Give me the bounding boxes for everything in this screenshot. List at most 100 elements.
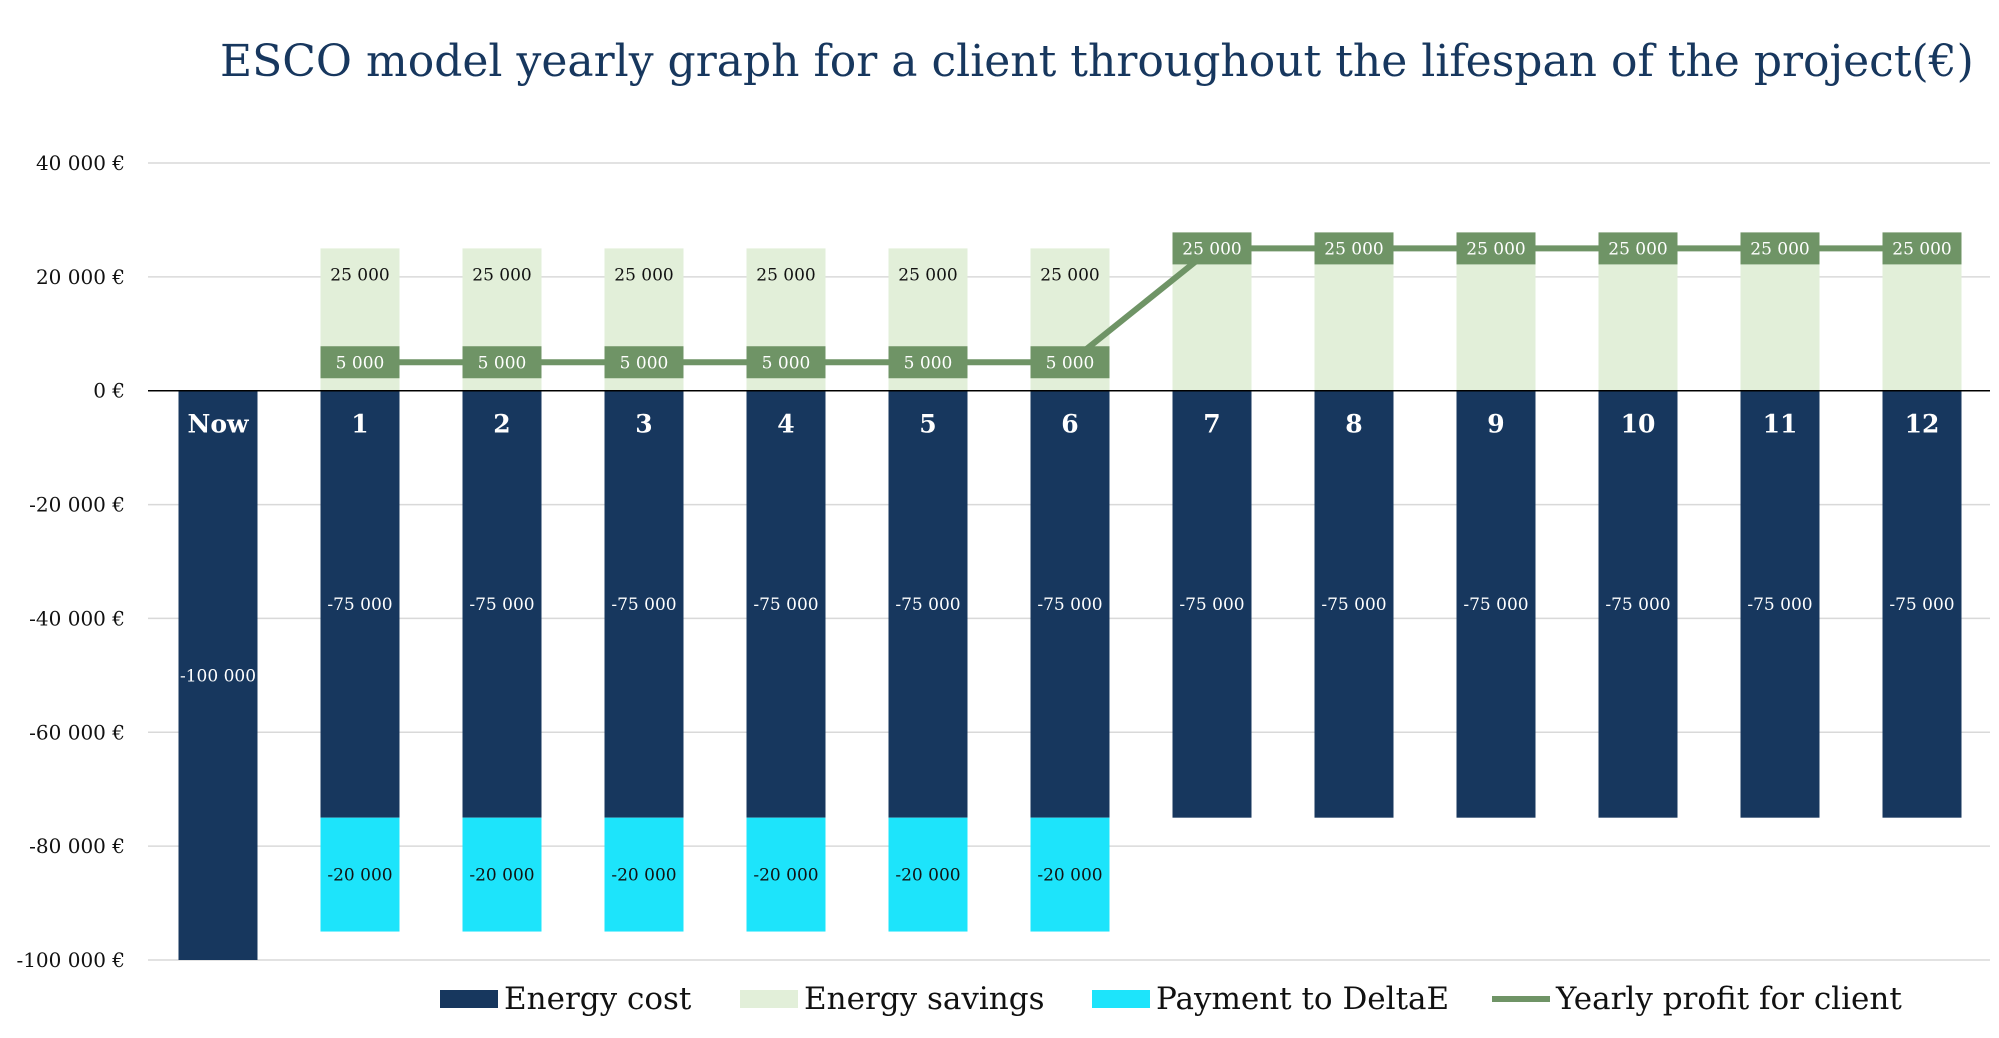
data-label-energy-cost: -75 000 (611, 595, 676, 615)
data-label-energy-savings: 25 000 (472, 265, 531, 285)
data-label-payment-deltae: -20 000 (1037, 866, 1102, 886)
data-label-box-yearly-profit (320, 346, 400, 379)
bar-energy-cost (1598, 390, 1678, 818)
bar-energy-cost (746, 390, 826, 818)
data-label-payment-deltae: -20 000 (327, 866, 392, 886)
data-label-energy-cost: -75 000 (1321, 595, 1386, 615)
bar-energy-cost (1456, 390, 1536, 818)
data-label-energy-cost: -75 000 (1179, 595, 1244, 615)
data-label-energy-cost: -100 000 (180, 666, 256, 686)
data-label-yearly-profit: 5 000 (904, 353, 953, 373)
profit-line (360, 245, 1922, 366)
data-label-energy-savings: 25 000 (614, 265, 673, 285)
data-label-energy-savings: 25 000 (898, 265, 957, 285)
y-tick-label: -100 000 € (16, 948, 125, 972)
data-label-yearly-profit: 25 000 (1608, 239, 1667, 259)
legend-item-payment-deltae: Payment to DeltaE (1092, 975, 1449, 1023)
legend-item-energy-savings: Energy savings (740, 975, 1045, 1023)
legend-item-energy-cost: Energy cost (440, 975, 691, 1023)
y-tick-label: -20 000 € (29, 493, 125, 517)
data-label-box-yearly-profit (1314, 232, 1394, 265)
category-label: 12 (1905, 410, 1940, 439)
bar-energy-cost (1882, 390, 1962, 818)
bar-payment-deltae (1030, 817, 1110, 932)
bar-payment-deltae (604, 817, 684, 932)
category-label: 2 (493, 410, 510, 439)
data-label-payment-deltae: -20 000 (469, 866, 534, 886)
data-label-box-yearly-profit (1598, 232, 1678, 265)
data-label-yearly-profit: 5 000 (1046, 353, 1095, 373)
category-label: 6 (1061, 410, 1078, 439)
bar-energy-cost (1030, 390, 1110, 818)
data-label-energy-savings: 25 000 (756, 265, 815, 285)
data-label-box-yearly-profit (1882, 232, 1962, 265)
data-label-box-yearly-profit (1740, 232, 1820, 265)
data-label-payment-deltae: -20 000 (895, 866, 960, 886)
data-label-payment-deltae: -20 000 (611, 866, 676, 886)
data-label-box-yearly-profit (1172, 232, 1252, 265)
data-label-energy-savings: 25 000 (1040, 265, 1099, 285)
legend: Energy cost Energy savings Payment to De… (0, 975, 1999, 1023)
category-label: 11 (1763, 410, 1798, 439)
bar-energy-cost (1314, 390, 1394, 818)
bar-energy-savings (1314, 248, 1394, 391)
data-label-energy-cost: -75 000 (1747, 595, 1812, 615)
data-label-energy-cost: -75 000 (895, 595, 960, 615)
bar-energy-savings (1740, 248, 1820, 391)
bar-energy-savings (1882, 248, 1962, 391)
line-yearly-profit (360, 245, 1922, 366)
y-tick-label: 40 000 € (36, 151, 125, 175)
data-label-energy-cost: -75 000 (1889, 595, 1954, 615)
category-label: 3 (635, 410, 652, 439)
data-label-yearly-profit: 25 000 (1182, 239, 1241, 259)
chart-title: ESCO model yearly graph for a client thr… (220, 36, 1974, 87)
bar-energy-cost (1740, 390, 1820, 818)
y-tick-label: -60 000 € (29, 720, 125, 744)
bar-payment-deltae (320, 817, 400, 932)
y-tick-label: -80 000 € (29, 834, 125, 858)
y-tick-label: 0 € (93, 379, 125, 403)
legend-swatch-payment-deltae (1092, 990, 1150, 1008)
data-label-box-yearly-profit (888, 346, 968, 379)
data-label-energy-cost: -75 000 (327, 595, 392, 615)
data-label-box-yearly-profit (462, 346, 542, 379)
bar-energy-cost (462, 390, 542, 818)
category-label: 9 (1487, 410, 1504, 439)
data-label-yearly-profit: 5 000 (762, 353, 811, 373)
data-label-box-yearly-profit (604, 346, 684, 379)
y-tick-label: -40 000 € (29, 606, 125, 630)
bar-payment-deltae (462, 817, 542, 932)
category-label: 10 (1621, 410, 1656, 439)
data-labels: Now -100 000 1 -75 000 -20 000 25 000 5 000 2 -7… (180, 232, 1962, 886)
bar-energy-cost (320, 390, 400, 818)
data-label-box-yearly-profit (746, 346, 826, 379)
data-label-yearly-profit: 5 000 (478, 353, 527, 373)
legend-line-yearly-profit (1492, 996, 1550, 1002)
data-label-energy-cost: -75 000 (1037, 595, 1102, 615)
category-label: 5 (919, 410, 936, 439)
bar-energy-cost (888, 390, 968, 818)
data-label-energy-cost: -75 000 (469, 595, 534, 615)
data-label-yearly-profit: 25 000 (1750, 239, 1809, 259)
bar-energy-savings (1456, 248, 1536, 391)
data-label-yearly-profit: 25 000 (1892, 239, 1951, 259)
data-label-yearly-profit: 5 000 (336, 353, 385, 373)
data-label-energy-cost: -75 000 (1463, 595, 1528, 615)
category-label: Now (187, 410, 250, 439)
legend-label-yearly-profit: Yearly profit for client (1556, 981, 1902, 1017)
y-tick-label: 20 000 € (36, 265, 125, 289)
y-axis-tick-labels: 40 000 € 20 000 € 0 € -20 000 € -40 000 € -60… (16, 151, 125, 972)
bar-energy-cost (604, 390, 684, 818)
data-label-energy-cost: -75 000 (753, 595, 818, 615)
data-label-energy-savings: 25 000 (330, 265, 389, 285)
data-label-yearly-profit: 25 000 (1324, 239, 1383, 259)
legend-label-payment-deltae: Payment to DeltaE (1156, 981, 1450, 1017)
legend-label-energy-savings: Energy savings (804, 981, 1045, 1017)
category-label: 4 (777, 410, 794, 439)
legend-label-energy-cost: Energy cost (504, 981, 692, 1017)
data-label-box-yearly-profit (1456, 232, 1536, 265)
data-label-energy-cost: -75 000 (1605, 595, 1670, 615)
bar-payment-deltae (888, 817, 968, 932)
legend-swatch-energy-savings (740, 990, 798, 1008)
